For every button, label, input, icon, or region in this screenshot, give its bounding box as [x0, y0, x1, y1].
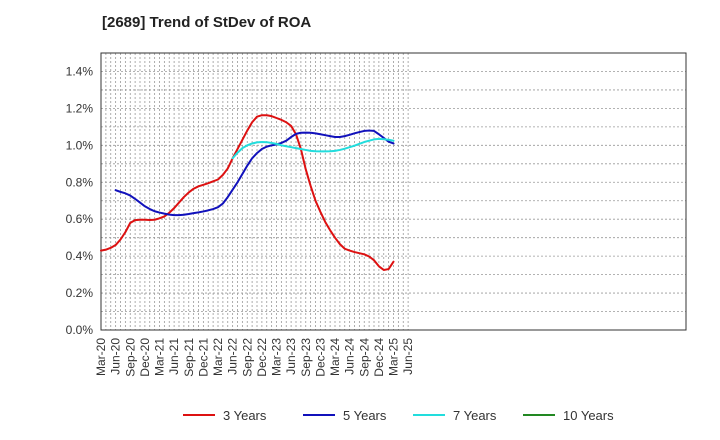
legend-label-3-years: 3 Years [223, 408, 267, 423]
x-tick-label: Jun-20 [109, 338, 123, 375]
y-tick-label: 0.0% [66, 323, 94, 337]
x-tick-label: Jun-21 [167, 338, 181, 375]
x-tick-label: Mar-24 [328, 338, 342, 376]
plot-area [101, 53, 686, 330]
x-tick-label: Jun-22 [226, 338, 240, 375]
x-tick-label: Mar-22 [211, 338, 225, 376]
x-tick-label: Jun-24 [343, 338, 357, 375]
x-tick-label: Dec-21 [196, 338, 210, 377]
x-tick-label: Mar-25 [387, 338, 401, 376]
x-tick-label: Mar-20 [94, 338, 108, 376]
x-tick-label: Sep-21 [182, 338, 196, 377]
y-tick-label: 0.4% [66, 249, 94, 263]
x-tick-label: Dec-24 [372, 338, 386, 377]
x-tick-label: Jun-23 [284, 338, 298, 375]
x-tick-label: Mar-21 [153, 338, 167, 376]
x-tick-label: Dec-23 [313, 338, 327, 377]
x-tick-label: Sep-23 [299, 338, 313, 377]
y-tick-label: 1.2% [66, 101, 94, 115]
legend-label-7-years: 7 Years [453, 408, 497, 423]
x-tick-label: Jun-25 [401, 338, 415, 375]
y-tick-label: 1.0% [66, 138, 94, 152]
x-tick-label: Dec-22 [255, 338, 269, 377]
x-tick-label: Mar-23 [270, 338, 284, 376]
series-line-7-years [231, 137, 395, 160]
series-line-5-years [114, 129, 395, 217]
legend-label-10-years: 10 Years [563, 408, 614, 423]
series-line-3-years [100, 114, 395, 271]
y-tick-label: 0.6% [66, 212, 94, 226]
y-tick-label: 1.4% [66, 64, 94, 78]
chart-title: [2689] Trend of StDev of ROA [102, 14, 312, 31]
x-tick-label: Sep-24 [357, 338, 371, 377]
x-tick-label: Sep-22 [240, 338, 254, 377]
y-tick-label: 0.8% [66, 175, 94, 189]
x-tick-label: Sep-20 [123, 338, 137, 377]
y-tick-label: 0.2% [66, 286, 94, 300]
plot-frame [100, 52, 687, 331]
legend-label-5-years: 5 Years [343, 408, 387, 423]
x-tick-label: Dec-20 [138, 338, 152, 377]
